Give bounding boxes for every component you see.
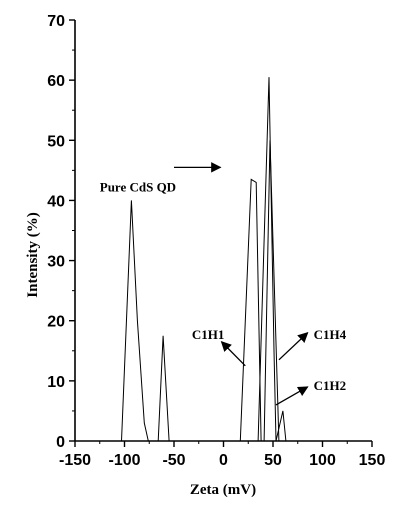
x-tick-label: 50	[264, 452, 282, 469]
annotation-c1h2: C1H2	[314, 378, 347, 393]
annotation-pure: Pure CdS QD	[100, 179, 176, 194]
arrow-c1h4	[278, 332, 309, 361]
arrow-layer	[174, 162, 309, 406]
y-tick-label: 0	[56, 434, 65, 451]
y-tick-label: 10	[47, 374, 65, 391]
y-tick-label: 70	[47, 13, 65, 30]
x-tick-label: -150	[59, 452, 91, 469]
annotation-c1h4: C1H4	[314, 327, 347, 342]
x-axis-title: Zeta (mV)	[190, 482, 256, 498]
y-axis-title: Intensity (%)	[25, 212, 41, 297]
y-tick-label: 40	[47, 193, 65, 210]
y-tick-label: 60	[47, 73, 65, 90]
y-tick-label: 50	[47, 133, 65, 150]
y-tick-label: 20	[47, 314, 65, 331]
series-line-c1h4	[257, 77, 277, 442]
annotation-c1h1: C1H1	[192, 327, 225, 342]
x-tick-label: 150	[359, 452, 386, 469]
arrow-c1h2	[275, 386, 309, 406]
annotation-layer: Pure CdS QD C1H1 C1H4 C1H2	[100, 179, 347, 392]
series-line-pure_cds	[121, 200, 170, 442]
series-layer	[121, 77, 287, 442]
series-line-c1h2	[263, 140, 280, 442]
x-tick-label: 0	[219, 452, 228, 469]
arrow-c1h1	[220, 341, 246, 367]
y-tick-label: 30	[47, 254, 65, 271]
x-tick-label: -100	[108, 452, 140, 469]
axis-layer: 0 10 20 30 40 50 60 70 -150 -100 -50 0 50 100 150	[47, 13, 385, 469]
x-tick-label: -50	[162, 452, 185, 469]
series-line-c1h1	[239, 178, 262, 442]
x-tick-label: 100	[309, 452, 336, 469]
series-line-c1h2_tail	[275, 410, 287, 442]
